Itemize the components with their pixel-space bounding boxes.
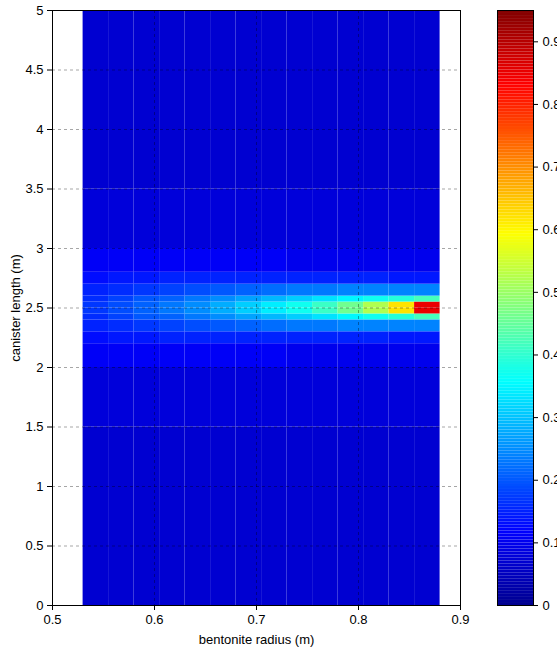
- svg-text:canister length (m): canister length (m): [8, 254, 23, 362]
- svg-text:5: 5: [36, 3, 43, 18]
- svg-text:3.5: 3.5: [25, 181, 43, 196]
- svg-text:4: 4: [36, 122, 43, 137]
- svg-text:0.4: 0.4: [543, 347, 557, 362]
- svg-text:2: 2: [36, 360, 43, 375]
- svg-text:0.9: 0.9: [451, 612, 469, 627]
- svg-text:0: 0: [36, 598, 43, 613]
- svg-text:2.5: 2.5: [25, 300, 43, 315]
- svg-text:0: 0: [543, 598, 550, 613]
- svg-text:0.7: 0.7: [247, 612, 265, 627]
- svg-text:0.6: 0.6: [145, 612, 163, 627]
- svg-text:0.7: 0.7: [543, 159, 557, 174]
- svg-text:0.5: 0.5: [543, 285, 557, 300]
- svg-text:0.9: 0.9: [543, 34, 557, 49]
- svg-text:0.3: 0.3: [543, 410, 557, 425]
- svg-text:1: 1: [36, 479, 43, 494]
- svg-text:0.8: 0.8: [349, 612, 367, 627]
- svg-text:0.1: 0.1: [543, 535, 557, 550]
- svg-text:4.5: 4.5: [25, 62, 43, 77]
- svg-text:0.5: 0.5: [43, 612, 61, 627]
- svg-text:0.8: 0.8: [543, 97, 557, 112]
- svg-text:0.5: 0.5: [25, 538, 43, 553]
- svg-text:3: 3: [36, 241, 43, 256]
- svg-text:1.5: 1.5: [25, 419, 43, 434]
- svg-text:bentonite radius (m): bentonite radius (m): [199, 632, 315, 647]
- svg-text:0.6: 0.6: [543, 222, 557, 237]
- svg-text:0.2: 0.2: [543, 472, 557, 487]
